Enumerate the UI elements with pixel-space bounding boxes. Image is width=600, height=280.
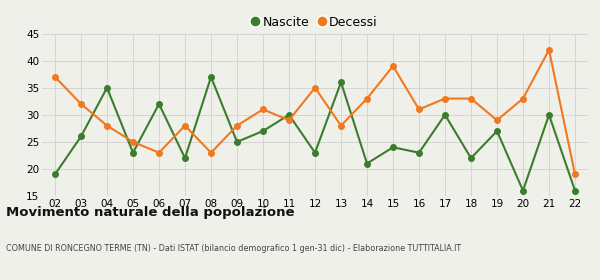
Decessi [103, 124, 110, 127]
Decessi [545, 48, 553, 52]
Nascite [286, 113, 293, 116]
Line: Nascite: Nascite [52, 74, 578, 193]
Decessi [155, 151, 163, 154]
Nascite [233, 140, 241, 144]
Decessi [520, 97, 527, 100]
Nascite [130, 151, 137, 154]
Decessi [181, 124, 188, 127]
Decessi [571, 173, 578, 176]
Decessi [130, 140, 137, 144]
Nascite [415, 151, 422, 154]
Nascite [103, 86, 110, 89]
Nascite [520, 189, 527, 192]
Nascite [155, 102, 163, 106]
Decessi [233, 124, 241, 127]
Nascite [52, 173, 59, 176]
Decessi [52, 75, 59, 79]
Decessi [337, 124, 344, 127]
Decessi [208, 151, 215, 154]
Decessi [364, 97, 371, 100]
Decessi [467, 97, 475, 100]
Nascite [545, 113, 553, 116]
Nascite [467, 157, 475, 160]
Legend: Nascite, Decessi: Nascite, Decessi [247, 11, 383, 34]
Text: COMUNE DI RONCEGNO TERME (TN) - Dati ISTAT (bilancio demografico 1 gen-31 dic) -: COMUNE DI RONCEGNO TERME (TN) - Dati IST… [6, 244, 461, 253]
Decessi [493, 118, 500, 122]
Nascite [442, 113, 449, 116]
Nascite [208, 75, 215, 79]
Decessi [311, 86, 319, 89]
Nascite [389, 146, 397, 149]
Decessi [259, 108, 266, 111]
Decessi [77, 102, 85, 106]
Decessi [442, 97, 449, 100]
Decessi [415, 108, 422, 111]
Nascite [337, 81, 344, 84]
Nascite [259, 129, 266, 133]
Line: Decessi: Decessi [52, 47, 578, 177]
Nascite [181, 157, 188, 160]
Decessi [286, 118, 293, 122]
Decessi [389, 64, 397, 68]
Nascite [571, 189, 578, 192]
Nascite [311, 151, 319, 154]
Nascite [77, 135, 85, 138]
Nascite [493, 129, 500, 133]
Nascite [364, 162, 371, 165]
Text: Movimento naturale della popolazione: Movimento naturale della popolazione [6, 206, 295, 219]
